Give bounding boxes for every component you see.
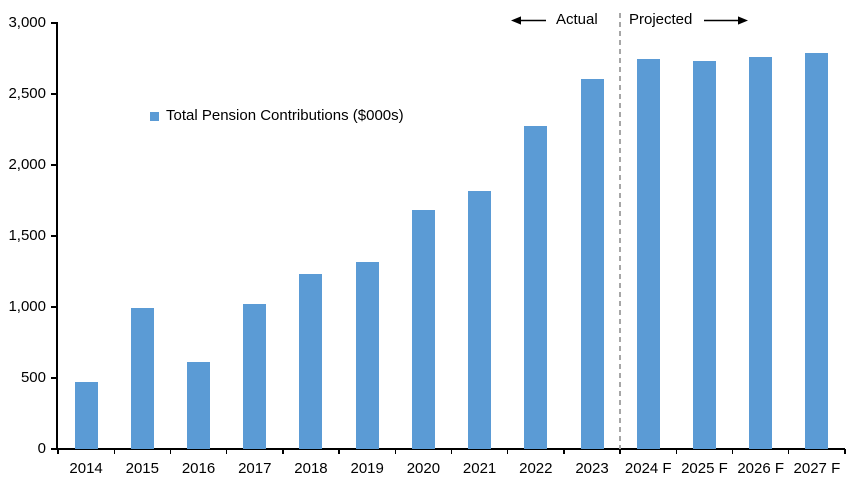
y-tick xyxy=(51,235,56,237)
x-tick-label: 2027 F xyxy=(793,460,841,477)
x-tick-label: 2023 xyxy=(575,460,609,477)
x-tick-label: 2025 F xyxy=(681,460,728,477)
x-tick xyxy=(338,449,340,454)
bar-2024-f xyxy=(636,59,660,449)
x-tick-label: 2015 xyxy=(125,460,159,477)
x-tick xyxy=(169,449,172,454)
actual-label: Actual xyxy=(556,11,598,28)
bar-2020 xyxy=(411,210,435,449)
x-tick xyxy=(113,449,115,454)
x-tick-label: 2016 xyxy=(181,460,216,477)
x-tick xyxy=(675,449,678,454)
bar-2016 xyxy=(187,362,211,449)
legend: Total Pension Contributions ($000s) xyxy=(150,106,404,126)
bar-2022 xyxy=(524,125,548,449)
y-tick xyxy=(51,93,56,95)
x-tick-label: 2014 xyxy=(69,460,103,477)
bar-2018 xyxy=(299,274,323,449)
arrow-left-icon xyxy=(511,16,546,25)
y-tick-label: 500 xyxy=(20,369,46,386)
x-tick-label: 2019 xyxy=(350,460,384,477)
arrow-right-icon xyxy=(704,16,748,25)
bar-2026-f xyxy=(749,57,773,449)
x-tick xyxy=(619,449,621,454)
bar-2017 xyxy=(243,304,267,449)
bar-2023 xyxy=(580,79,604,449)
y-tick xyxy=(51,448,56,450)
bar-2014 xyxy=(74,382,98,449)
x-tick xyxy=(731,449,734,454)
y-tick-label: 1,000 xyxy=(8,298,46,315)
y-tick-label: 2,000 xyxy=(8,156,46,173)
y-tick xyxy=(51,22,56,24)
y-tick-label: 0 xyxy=(37,440,46,457)
x-tick xyxy=(57,449,59,454)
bar-2019 xyxy=(355,262,379,449)
x-tick xyxy=(563,449,565,454)
legend-swatch-icon xyxy=(150,111,159,121)
y-axis-line xyxy=(56,22,58,450)
y-tick-label: 2,500 xyxy=(8,85,46,102)
x-tick xyxy=(507,449,509,454)
x-tick xyxy=(394,449,396,454)
bar-2027-f xyxy=(805,52,829,449)
x-tick xyxy=(844,449,846,454)
bar-2025-f xyxy=(692,61,716,449)
x-tick-label: 2022 xyxy=(519,460,553,477)
x-axis-line xyxy=(56,448,845,450)
legend-label: Total Pension Contributions ($000s) xyxy=(166,107,404,124)
x-tick xyxy=(282,449,284,454)
x-tick-label: 2020 xyxy=(406,460,441,477)
x-tick-label: 2026 F xyxy=(737,460,785,477)
y-tick-label: 3,000 xyxy=(8,14,46,31)
y-tick xyxy=(51,164,56,166)
y-tick xyxy=(51,377,56,379)
projected-label: Projected xyxy=(629,11,693,28)
x-tick xyxy=(450,449,453,454)
x-tick-label: 2024 F xyxy=(624,460,672,477)
bar-2015 xyxy=(130,308,154,449)
x-tick-label: 2021 xyxy=(462,460,497,477)
y-tick-label: 1,500 xyxy=(8,227,46,244)
x-tick xyxy=(225,449,228,454)
bar-2021 xyxy=(468,191,492,449)
x-tick-label: 2018 xyxy=(294,460,328,477)
actual-projected-divider xyxy=(619,13,622,449)
x-tick-label: 2017 xyxy=(238,460,272,477)
x-tick xyxy=(788,449,790,454)
y-tick xyxy=(51,306,56,308)
